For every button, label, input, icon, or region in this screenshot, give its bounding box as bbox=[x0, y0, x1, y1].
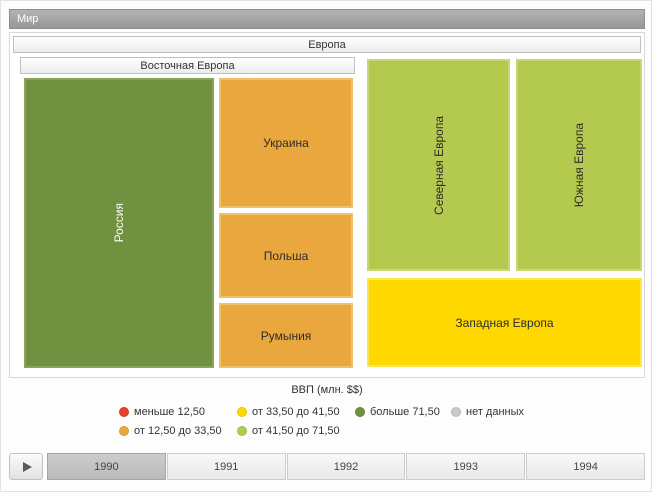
tile-ukraine[interactable]: Украина bbox=[219, 78, 353, 208]
legend-item-label: от 41,50 до 71,50 bbox=[252, 425, 340, 437]
legend-swatch-darkgreen-icon bbox=[355, 407, 365, 417]
legend-items: меньше 12,50 от 33,50 до 41,50 больше 71… bbox=[119, 405, 645, 438]
legend-swatch-yellow-icon bbox=[237, 407, 247, 417]
legend-item-label: нет данных bbox=[466, 406, 525, 418]
legend-item-12-50-to-33-50: от 12,50 до 33,50 bbox=[119, 424, 237, 438]
legend-item-more-71-50: больше 71,50 bbox=[355, 405, 451, 419]
breadcrumb-world[interactable]: Мир bbox=[9, 9, 645, 29]
breadcrumb-world-label: Мир bbox=[17, 13, 39, 25]
group-header-eastern-europe[interactable]: Восточная Европа bbox=[20, 57, 355, 74]
tile-northern-europe[interactable]: Северная Европа bbox=[367, 59, 510, 271]
group-header-eastern-europe-label: Восточная Европа bbox=[140, 59, 235, 72]
year-button-1994[interactable]: 1994 bbox=[526, 453, 645, 480]
tile-southern-europe[interactable]: Южная Европа bbox=[516, 59, 642, 271]
legend-item-label: меньше 12,50 bbox=[134, 406, 206, 418]
tile-romania-label: Румыния bbox=[260, 328, 312, 343]
year-button-1992[interactable]: 1992 bbox=[286, 453, 406, 480]
legend-swatch-orange-icon bbox=[119, 426, 129, 436]
tile-western-europe-label: Западная Европа bbox=[455, 315, 554, 330]
legend-item-label: от 12,50 до 33,50 bbox=[134, 425, 222, 437]
timeline: 1990 1991 1992 1993 1994 bbox=[9, 453, 645, 480]
tile-poland-label: Польша bbox=[263, 248, 309, 263]
group-header-europe[interactable]: Европа bbox=[13, 36, 641, 53]
legend-title: ВВП (млн. $$) bbox=[291, 384, 363, 396]
treemap-panel: Европа Восточная Европа Россия Украина П… bbox=[9, 32, 645, 378]
legend-item-33-50-to-41-50: от 33,50 до 41,50 bbox=[237, 405, 355, 419]
tile-northern-europe-label: Северная Европа bbox=[431, 115, 446, 215]
legend-item-less-12-50: меньше 12,50 bbox=[119, 405, 237, 419]
year-button-1991[interactable]: 1991 bbox=[166, 453, 286, 480]
legend-swatch-gray-icon bbox=[451, 407, 461, 417]
group-header-europe-label: Европа bbox=[308, 38, 346, 51]
legend-item-41-50-to-71-50: от 41,50 до 71,50 bbox=[237, 424, 355, 438]
tile-ukraine-label: Украина bbox=[263, 136, 309, 150]
play-button[interactable] bbox=[9, 453, 43, 480]
year-button-1990[interactable]: 1990 bbox=[47, 453, 166, 480]
year-selector: 1990 1991 1992 1993 1994 bbox=[47, 453, 645, 480]
tile-western-europe[interactable]: Западная Европа bbox=[367, 278, 642, 367]
legend-swatch-red-icon bbox=[119, 407, 129, 417]
tile-southern-europe-label: Южная Европа bbox=[572, 122, 586, 208]
tile-romania[interactable]: Румыния bbox=[219, 303, 353, 368]
year-button-1993[interactable]: 1993 bbox=[406, 453, 526, 480]
legend-item-label: больше 71,50 bbox=[370, 406, 440, 418]
play-icon bbox=[22, 461, 32, 472]
legend-item-label: от 33,50 до 41,50 bbox=[252, 406, 340, 418]
legend-swatch-yellowgreen-icon bbox=[237, 426, 247, 436]
legend: ВВП (млн. $$) меньше 12,50 от 33,50 до 4… bbox=[9, 384, 645, 438]
tile-poland[interactable]: Польша bbox=[219, 213, 353, 298]
legend-item-no-data: нет данных bbox=[451, 405, 645, 419]
tile-russia[interactable]: Россия bbox=[24, 78, 214, 368]
tile-russia-label: Россия bbox=[112, 203, 126, 243]
